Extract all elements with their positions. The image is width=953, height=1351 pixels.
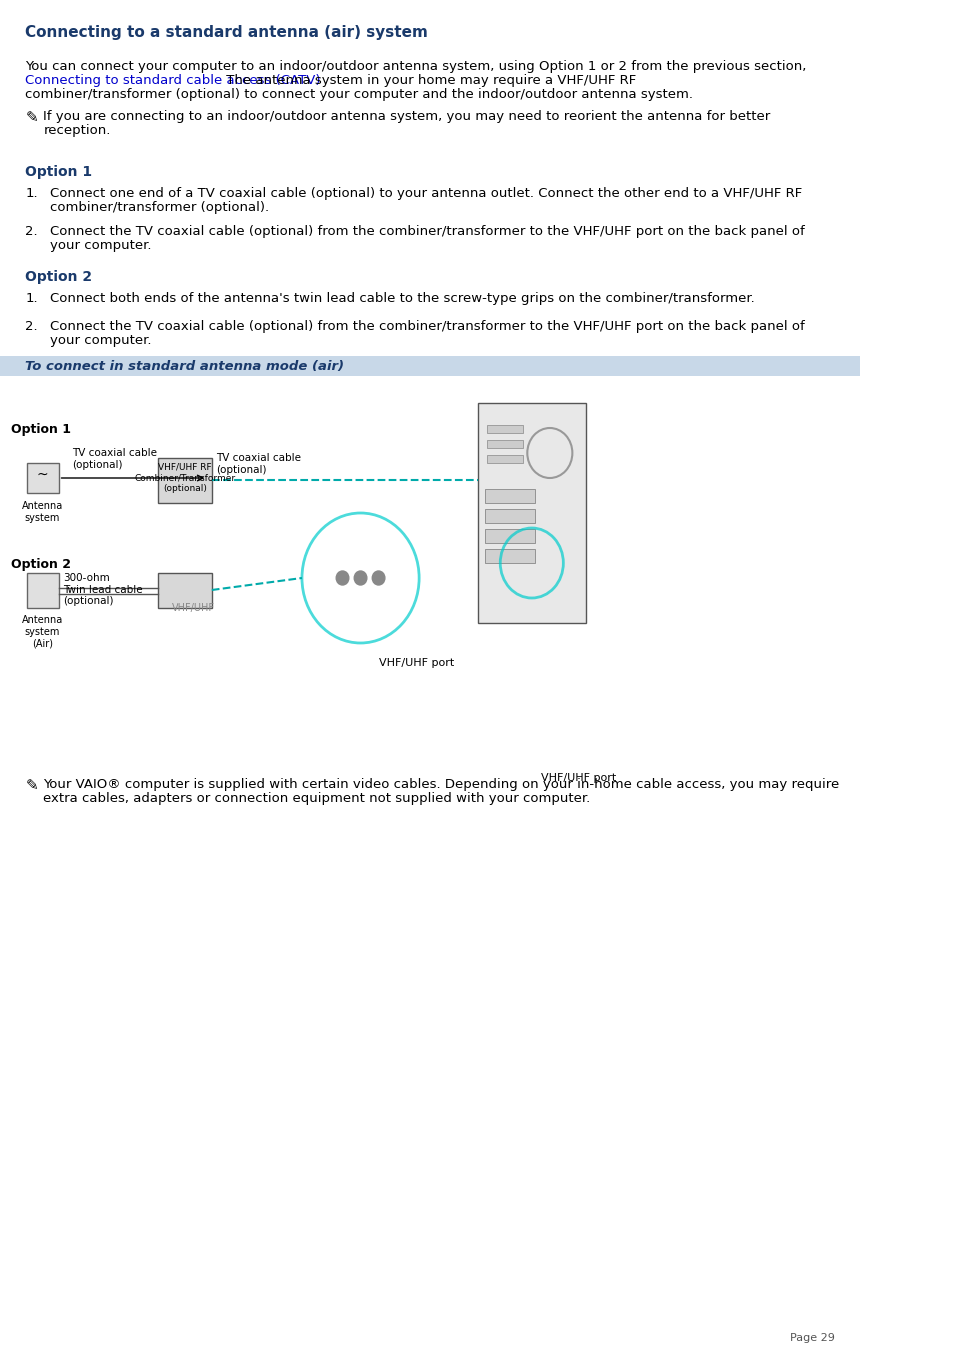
FancyBboxPatch shape [486,455,522,463]
Circle shape [335,571,349,585]
Text: Connecting to standard cable access (CATV): Connecting to standard cable access (CAT… [25,74,320,86]
Text: Connect the TV coaxial cable (optional) from the combiner/transformer to the VHF: Connect the TV coaxial cable (optional) … [50,226,803,238]
FancyBboxPatch shape [477,403,585,623]
Text: VHF/UHF: VHF/UHF [172,603,215,613]
Text: your computer.: your computer. [50,239,151,253]
FancyBboxPatch shape [486,440,522,449]
FancyBboxPatch shape [484,530,534,543]
Text: combiner/transformer (optional).: combiner/transformer (optional). [50,201,269,213]
Text: VHF/UHF port: VHF/UHF port [540,773,616,784]
Text: If you are connecting to an indoor/outdoor antenna system, you may need to reori: If you are connecting to an indoor/outdo… [43,109,770,123]
Text: ✎: ✎ [25,109,38,126]
FancyBboxPatch shape [484,489,534,503]
Text: Connect one end of a TV coaxial cable (optional) to your antenna outlet. Connect: Connect one end of a TV coaxial cable (o… [50,186,801,200]
Text: You can connect your computer to an indoor/outdoor antenna system, using Option : You can connect your computer to an indo… [25,59,806,73]
Text: The antenna system in your home may require a VHF/UHF RF: The antenna system in your home may requ… [222,74,636,86]
FancyBboxPatch shape [484,509,534,523]
Text: 1.: 1. [25,292,38,305]
FancyBboxPatch shape [9,382,850,763]
Text: reception.: reception. [43,124,111,136]
Text: 300-ohm
Twin lead cable
(optional): 300-ohm Twin lead cable (optional) [63,573,143,607]
Text: 1.: 1. [25,186,38,200]
Text: Page 29: Page 29 [789,1333,834,1343]
Text: To connect in standard antenna mode (air): To connect in standard antenna mode (air… [25,359,344,373]
Text: your computer.: your computer. [50,334,151,347]
Text: Option 2: Option 2 [25,270,92,284]
FancyBboxPatch shape [27,573,58,608]
FancyBboxPatch shape [27,463,58,493]
Text: Connect both ends of the antenna's twin lead cable to the screw-type grips on th: Connect both ends of the antenna's twin … [50,292,754,305]
Text: extra cables, adapters or connection equipment not supplied with your computer.: extra cables, adapters or connection equ… [43,792,590,805]
Text: Option 1: Option 1 [10,423,71,436]
FancyBboxPatch shape [484,549,534,563]
Text: TV coaxial cable
(optional): TV coaxial cable (optional) [216,453,301,474]
Text: Connecting to a standard antenna (air) system: Connecting to a standard antenna (air) s… [25,26,428,41]
Text: Option 2: Option 2 [10,558,71,571]
Text: Antenna
system
(Air): Antenna system (Air) [22,615,63,648]
Text: ~: ~ [36,467,48,482]
Circle shape [354,571,367,585]
Text: ✎: ✎ [25,778,38,793]
FancyBboxPatch shape [0,357,859,376]
Text: VHF/UHF RF
Combiner/Transformer
(optional): VHF/UHF RF Combiner/Transformer (optiona… [134,463,235,493]
Text: Antenna
system: Antenna system [22,501,63,523]
Text: Connect the TV coaxial cable (optional) from the combiner/transformer to the VHF: Connect the TV coaxial cable (optional) … [50,320,803,332]
Text: 2.: 2. [25,320,38,332]
Circle shape [372,571,384,585]
Text: VHF/UHF port: VHF/UHF port [378,658,454,667]
FancyBboxPatch shape [157,573,212,608]
Text: combiner/transformer (optional) to connect your computer and the indoor/outdoor : combiner/transformer (optional) to conne… [25,88,693,101]
Text: 2.: 2. [25,226,38,238]
Text: Your VAIO® computer is supplied with certain video cables. Depending on your in-: Your VAIO® computer is supplied with cer… [43,778,839,790]
Text: TV coaxial cable
(optional): TV coaxial cable (optional) [72,449,157,470]
FancyBboxPatch shape [486,426,522,434]
FancyBboxPatch shape [157,458,212,503]
Text: Option 1: Option 1 [25,165,92,178]
